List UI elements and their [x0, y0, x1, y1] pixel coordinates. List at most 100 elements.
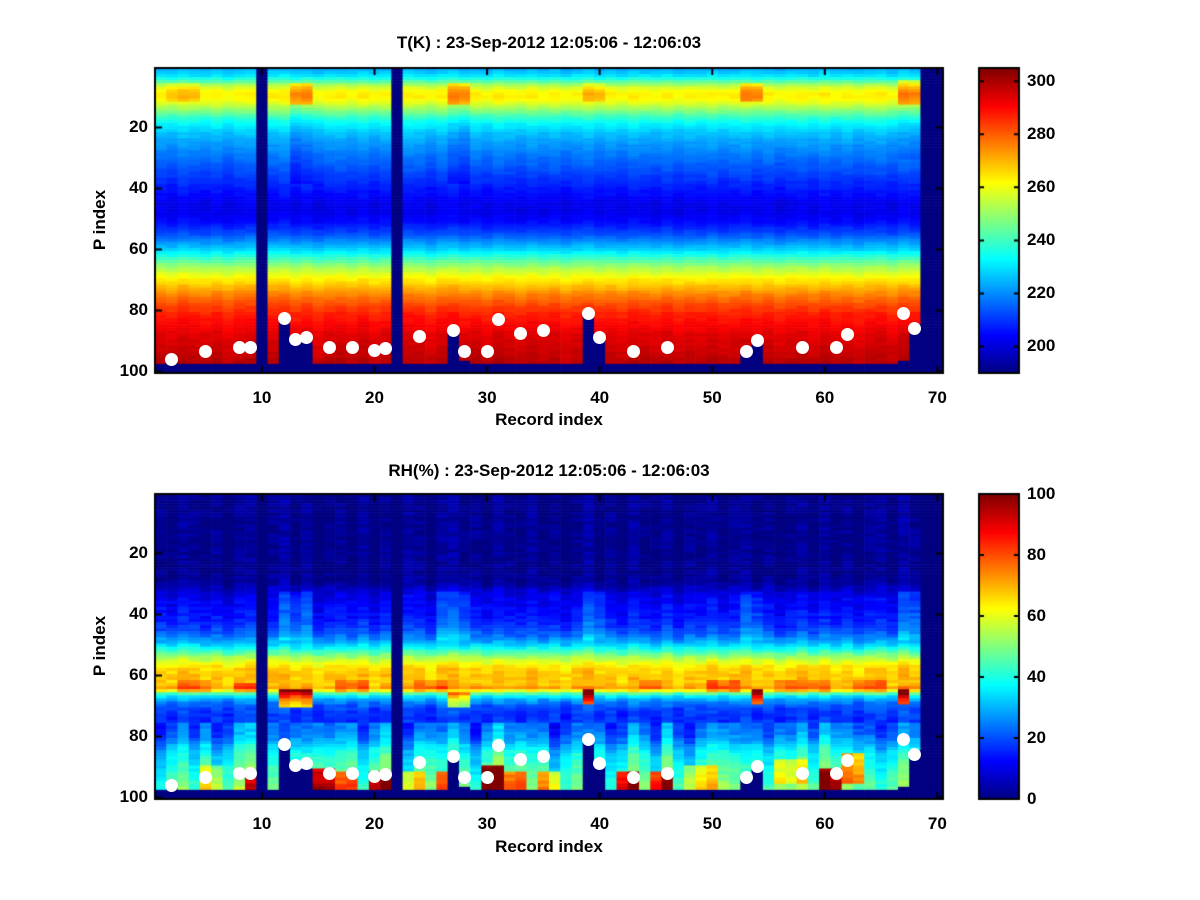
surface-marker-dot: [413, 755, 427, 769]
surface-marker-dot: [458, 771, 472, 785]
surface-marker-dot: [829, 766, 843, 780]
surface-marker-dot: [536, 749, 550, 763]
surface-marker-dot: [897, 733, 911, 747]
colorbar-tick-label: 60: [1027, 606, 1046, 625]
surface-marker-dot: [277, 311, 291, 325]
colorbar-tick-label: 200: [1027, 336, 1056, 356]
y-tick-label: 60: [129, 239, 148, 259]
surface-marker-dot: [840, 754, 854, 768]
surface-marker-dot: [739, 345, 753, 359]
x-tick-label: 50: [702, 388, 722, 407]
y-tick-label: 40: [129, 178, 148, 198]
colorbar-tick-label: 260: [1027, 177, 1056, 197]
colorbar-tick-label: 0: [1027, 789, 1037, 808]
surface-marker-dot: [514, 752, 528, 766]
surface-marker-dot: [739, 771, 753, 785]
x-tick-label: 60: [815, 814, 835, 833]
surface-marker-dot: [795, 340, 809, 354]
x-tick-label: 20: [365, 814, 384, 833]
surface-marker-dot: [199, 771, 213, 785]
colorbar-tick-label: 40: [1027, 667, 1046, 686]
surface-marker-dot: [491, 313, 505, 327]
y-tick-label: 80: [129, 726, 148, 746]
x-tick-label: 30: [477, 388, 497, 407]
surface-marker-dot: [277, 737, 291, 751]
surface-marker-dot: [165, 352, 179, 366]
y-tick-label: 80: [129, 300, 148, 320]
surface-marker-dot: [368, 343, 381, 357]
y-tick-label: 60: [129, 665, 148, 685]
y-tick-label: 100: [119, 361, 148, 381]
surface-marker-dot: [908, 748, 922, 762]
surface-marker-dot: [300, 757, 314, 771]
surface-marker-dot: [491, 739, 505, 753]
surface-marker-dot: [458, 345, 472, 359]
x-tick-label: 10: [252, 814, 272, 833]
x-tick-label: 70: [927, 814, 947, 833]
surface-marker-dot: [289, 758, 303, 772]
surface-marker-dot: [244, 340, 258, 354]
surface-marker-dot: [840, 328, 854, 342]
x-tick-label: 40: [590, 814, 610, 833]
surface-marker-dot: [593, 331, 607, 345]
y-tick-label: 20: [129, 543, 148, 563]
y-tick-label: 100: [119, 787, 148, 807]
surface-marker-dot: [581, 733, 595, 747]
x-tick-label: 10: [252, 388, 272, 407]
surface-marker-dot: [345, 340, 359, 354]
surface-marker-dot: [480, 345, 494, 359]
colorbar-tick-label: 100: [1027, 484, 1056, 503]
surface-marker-dot: [897, 307, 911, 321]
surface-marker-dot: [514, 326, 528, 340]
surface-marker-dot: [368, 769, 381, 783]
x-tick-label: 50: [702, 814, 722, 833]
surface-marker-dot: [289, 332, 303, 346]
surface-marker-dot: [536, 323, 550, 337]
panel2-xlabel: Record index: [495, 837, 603, 856]
y-tick-label: 20: [129, 117, 148, 137]
surface-marker-dot: [322, 766, 336, 780]
surface-marker-dot: [795, 766, 809, 780]
colorbar-tick-label: 300: [1027, 71, 1056, 91]
surface-marker-dot: [232, 340, 246, 354]
panel2-title: RH(%) : 23-Sep-2012 12:05:06 - 12:06:03: [388, 461, 710, 480]
colorbar-tick-label: 220: [1027, 283, 1056, 303]
surface-marker-dot: [446, 323, 460, 337]
panel1-title: T(K) : 23-Sep-2012 12:05:06 - 12:06:03: [396, 33, 702, 52]
surface-marker-dot: [165, 778, 179, 792]
surface-marker-dot: [300, 331, 314, 345]
surface-marker-dot: [750, 760, 764, 774]
surface-marker-dot: [244, 766, 258, 780]
surface-marker-dot: [626, 771, 640, 785]
surface-marker-dot: [345, 766, 359, 780]
surface-marker-dot: [199, 345, 213, 359]
x-tick-label: 40: [590, 388, 610, 407]
surface-marker-dot: [322, 340, 336, 354]
x-tick-label: 20: [365, 388, 384, 407]
panel1-xlabel: Record index: [495, 410, 603, 429]
surface-marker-dot: [581, 307, 595, 321]
surface-marker-dot: [379, 768, 393, 782]
colorbar-tick-label: 240: [1027, 230, 1056, 250]
surface-marker-dot: [480, 771, 494, 785]
x-tick-label: 30: [477, 814, 497, 833]
surface-marker-dot: [446, 749, 460, 763]
surface-marker-dot: [660, 766, 674, 780]
y-tick-label: 40: [129, 604, 148, 624]
surface-marker-dot: [750, 334, 764, 348]
surface-marker-dot: [379, 342, 393, 356]
x-tick-label: 70: [927, 388, 947, 407]
colorbar-tick-label: 280: [1027, 124, 1056, 144]
surface-marker-dot: [908, 322, 922, 336]
x-tick-label: 60: [815, 388, 835, 407]
surface-marker-dot: [660, 340, 674, 354]
surface-marker-dot: [593, 757, 607, 771]
surface-marker-dot: [626, 345, 640, 359]
surface-marker-dot: [413, 329, 427, 343]
colorbar-tick-label: 80: [1027, 545, 1046, 564]
surface-marker-dot: [829, 340, 843, 354]
surface-marker-dot: [232, 766, 246, 780]
colorbar-tick-label: 20: [1027, 728, 1046, 747]
